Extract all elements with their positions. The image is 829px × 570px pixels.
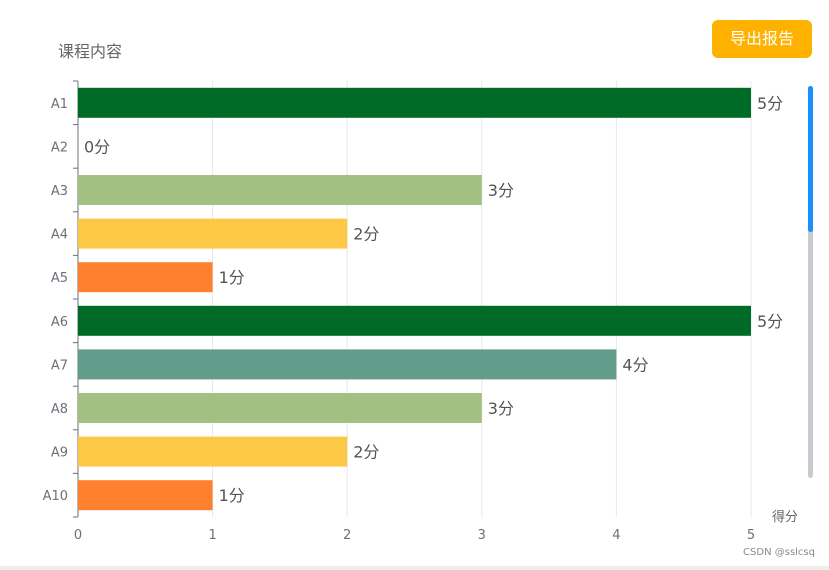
export-report-button[interactable]: 导出报告	[712, 20, 812, 58]
bar[interactable]	[78, 349, 617, 380]
chart-bars	[78, 87, 751, 511]
category-label: A8	[51, 402, 68, 417]
value-label: 3分	[488, 181, 514, 200]
bar[interactable]	[78, 87, 751, 118]
category-label: A9	[51, 446, 68, 461]
value-label: 0分	[84, 137, 110, 156]
value-label: 1分	[219, 268, 245, 287]
value-label: 2分	[353, 443, 379, 462]
bar[interactable]	[78, 218, 348, 249]
value-label: 2分	[353, 225, 379, 244]
value-label: 4分	[622, 355, 648, 374]
category-label: A1	[51, 97, 68, 112]
bar[interactable]	[78, 480, 213, 511]
chart-labels: A1 5分 A2 0分 A3 3分 A4 2分 A5 1分 A6 5分 A7 4分 A8 3分 A9 2分 A10 1…	[43, 94, 784, 505]
bar[interactable]	[78, 393, 482, 423]
watermark-text: CSDN @sslcsq	[743, 547, 815, 558]
bar[interactable]	[78, 436, 348, 467]
bar[interactable]	[78, 305, 751, 336]
x-tick-label: 5	[747, 528, 755, 543]
category-label: A10	[43, 489, 68, 504]
bar[interactable]	[78, 262, 213, 293]
category-label: A2	[51, 140, 68, 155]
value-label: 1分	[219, 486, 245, 505]
bar[interactable]	[78, 175, 482, 205]
x-tick-label: 2	[343, 528, 351, 543]
category-label: A5	[51, 271, 68, 286]
category-label: A6	[51, 315, 68, 330]
x-axis-title: 得分	[772, 509, 798, 525]
bottom-divider	[0, 566, 829, 570]
x-tick-label: 1	[208, 528, 216, 543]
category-label: A4	[51, 228, 68, 243]
value-label: 5分	[757, 94, 783, 113]
x-tick-label: 0	[74, 528, 82, 543]
x-tick-label: 4	[612, 528, 620, 543]
data-zoom-handle[interactable]	[808, 86, 813, 232]
y-axis-title: 课程内容	[58, 42, 122, 61]
value-label: 3分	[488, 399, 514, 418]
value-label: 5分	[757, 312, 783, 331]
category-label: A7	[51, 358, 68, 373]
category-label: A3	[51, 184, 68, 199]
data-zoom-scrollbar[interactable]	[808, 86, 813, 478]
x-tick-label: 3	[478, 528, 486, 543]
